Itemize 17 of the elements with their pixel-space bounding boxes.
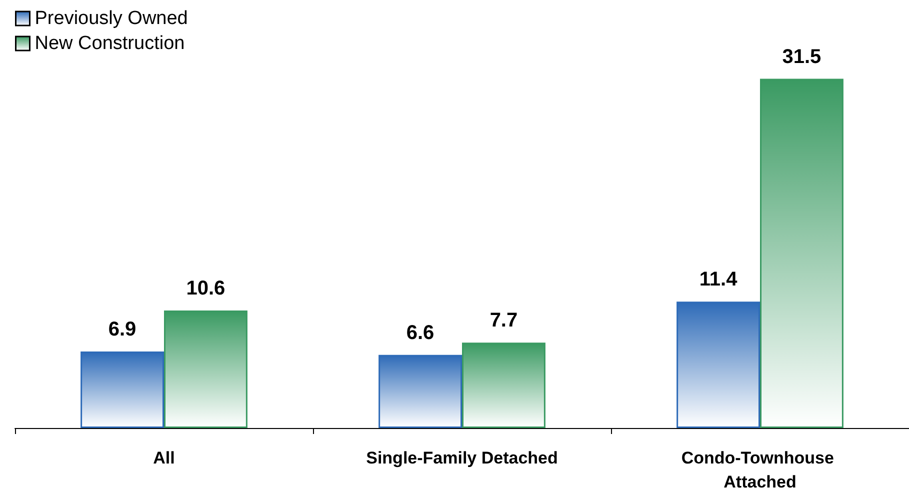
bar bbox=[462, 342, 546, 428]
bar bbox=[760, 78, 844, 428]
bar bbox=[164, 310, 248, 428]
x-tick-label: All bbox=[153, 448, 175, 468]
data-label: 31.5 bbox=[782, 46, 822, 68]
bar bbox=[80, 352, 164, 428]
data-label: 10.6 bbox=[186, 277, 226, 300]
data-label: 6.9 bbox=[108, 318, 136, 341]
data-label: 6.6 bbox=[406, 322, 434, 344]
legend-label: Previously Owned bbox=[34, 8, 188, 29]
bar bbox=[676, 302, 760, 428]
data-label: 7.7 bbox=[490, 310, 518, 332]
data-label: 11.4 bbox=[699, 268, 738, 291]
legend-label: New Construction bbox=[34, 33, 185, 54]
x-tick-label: Single-Family Detached bbox=[366, 448, 558, 468]
bar bbox=[378, 354, 462, 428]
x-tick-label: Condo-Townhouse Attached bbox=[681, 448, 839, 492]
